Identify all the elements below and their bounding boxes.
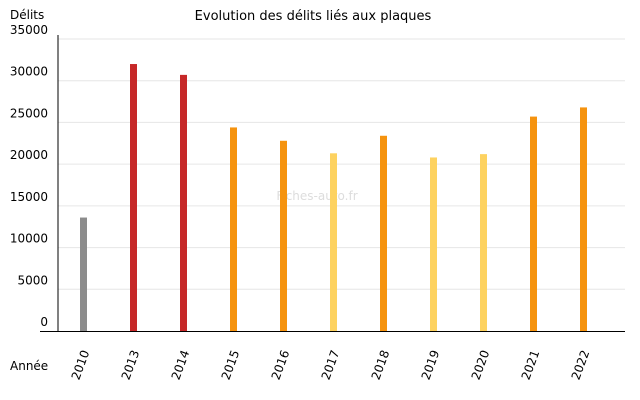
bar-2015 — [230, 127, 237, 331]
chart-title: Evolution des délits liés aux plaques — [195, 9, 432, 24]
x-tick-label: 2019 — [419, 348, 443, 381]
y-tick-label: 25000 — [10, 106, 48, 120]
bar-2013 — [130, 64, 137, 332]
x-axis-label: Année — [10, 359, 48, 373]
bar-2019 — [430, 157, 437, 331]
x-tick-labels: 2010 2013 2014 2015 2016 2017 2018 2019 2020 2021… — [69, 348, 593, 381]
gridlines — [58, 38, 625, 290]
bar-2016 — [280, 140, 287, 331]
x-tick-label: 2010 — [69, 348, 93, 381]
bar-2021 — [530, 116, 537, 332]
y-axis-label: Délits — [10, 8, 44, 22]
bar-2018 — [380, 135, 387, 331]
x-tick-label: 2017 — [319, 348, 343, 381]
x-tick-label: 2020 — [469, 348, 493, 381]
y-tick-label: 20000 — [10, 148, 48, 162]
x-tick-label: 2015 — [219, 348, 243, 381]
y-tick-label: 30000 — [10, 65, 48, 79]
y-tick-label: 0 — [40, 315, 48, 329]
bar-2010 — [80, 217, 87, 331]
bar-2017 — [330, 153, 337, 331]
y-tick-label: 35000 — [10, 23, 48, 37]
x-tick-label: 2021 — [519, 348, 543, 381]
axes — [40, 35, 625, 332]
y-tick-label: 10000 — [10, 232, 48, 246]
y-tick-labels: 0 5000 10000 15000 20000 25000 30000 35000 — [10, 23, 48, 329]
bar-2020 — [480, 154, 487, 331]
bar-2022 — [580, 107, 587, 331]
x-tick-label: 2018 — [369, 348, 393, 381]
y-tick-label: 15000 — [10, 190, 48, 204]
y-tick-label: 5000 — [17, 273, 48, 287]
x-tick-label: 2022 — [569, 348, 593, 381]
bar-2014 — [180, 74, 187, 332]
x-tick-label: 2013 — [119, 348, 143, 381]
x-tick-label: 2014 — [169, 348, 193, 381]
x-tick-label: 2016 — [269, 348, 293, 381]
watermark-text: Fiches-auto.fr — [276, 189, 357, 203]
bars — [80, 64, 587, 332]
